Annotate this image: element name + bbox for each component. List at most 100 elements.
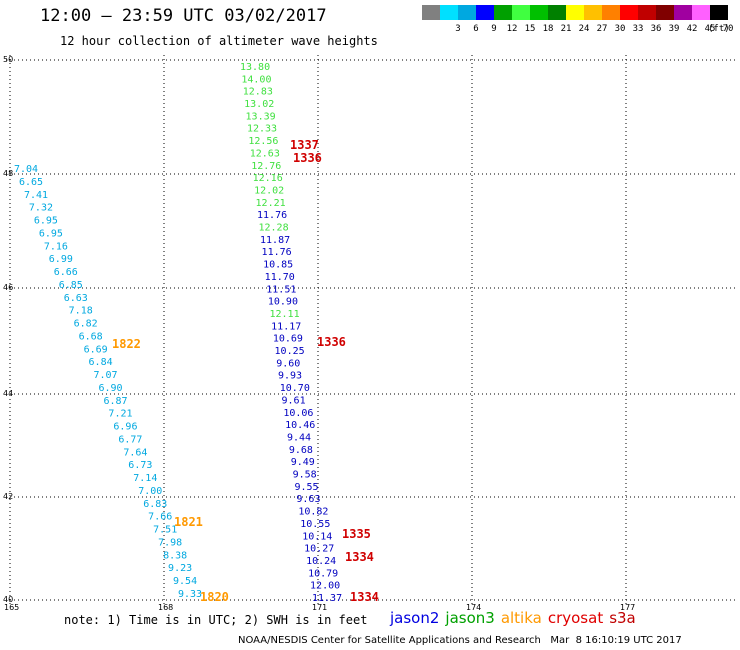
wave-height-value: 9.55 [294, 482, 318, 493]
wave-height-value: 7.14 [133, 473, 157, 484]
wave-height-value: 11.76 [257, 210, 287, 221]
wave-height-value: 7.32 [29, 203, 53, 214]
footer-note: note: 1) Time is in UTC; 2) SWH is in fe… [64, 613, 368, 627]
lon-tick-label: 165 [4, 603, 19, 612]
legend-swatch [710, 5, 728, 20]
legend-swatch [530, 5, 548, 20]
wave-height-value: 12.76 [251, 161, 281, 172]
pass-number-label: 1337 [290, 138, 319, 152]
wave-height-value: 6.69 [84, 344, 108, 355]
legend-label: 36 [650, 24, 662, 34]
wave-height-value: 10.14 [302, 531, 332, 542]
wave-height-value: 6.83 [143, 499, 167, 510]
satellite-name: s3a [609, 609, 636, 627]
wave-height-value: 12.28 [259, 223, 289, 234]
wave-height-value: 7.51 [153, 525, 177, 536]
legend-label: 12 [506, 24, 518, 34]
lat-tick-label: 46 [3, 283, 13, 292]
wave-height-value: 9.60 [276, 358, 300, 369]
legend-swatch [692, 5, 710, 20]
wave-height-value: 11.87 [260, 235, 290, 246]
chart-subtitle: 12 hour collection of altimeter wave hei… [60, 34, 378, 48]
legend-label: 21 [560, 24, 572, 34]
legend-swatch [674, 5, 692, 20]
legend-label: 6 [473, 24, 479, 34]
wave-height-value: 7.04 [14, 164, 38, 175]
wave-height-value: 6.73 [128, 460, 152, 471]
wave-height-value: 10.70 [280, 383, 310, 394]
wave-height-value: 10.85 [263, 260, 293, 271]
satellite-name: cryosat [547, 609, 604, 627]
chart-title: 12:00 — 23:59 UTC 03/02/2017 [40, 6, 327, 26]
legend-swatch [512, 5, 530, 20]
pass-number-label: 1334 [345, 550, 374, 564]
wave-height-value: 11.37 [312, 593, 342, 604]
pass-number-label: 1820 [200, 590, 229, 604]
lon-tick-label: 171 [312, 603, 327, 612]
wave-height-value: 12.21 [256, 198, 286, 209]
pass-number-label: 1336 [293, 151, 322, 165]
wave-height-value: 7.16 [44, 241, 68, 252]
wave-height-value: 6.63 [64, 293, 88, 304]
wave-height-value: 10.69 [273, 334, 303, 345]
wave-height-value: 10.46 [285, 420, 315, 431]
wave-height-value: 6.84 [89, 357, 113, 368]
wave-height-value: 13.02 [244, 99, 274, 110]
wave-height-value: 12.33 [247, 124, 277, 135]
satellite-legend: jason2 jason3 altika cryosat s3a [390, 609, 642, 627]
wave-height-value: 6.87 [103, 396, 127, 407]
wave-height-value: 10.90 [268, 297, 298, 308]
wave-height-value: 9.33 [178, 589, 202, 600]
wave-height-value: 7.98 [158, 537, 182, 548]
legend-swatch [476, 5, 494, 20]
wave-height-value: 12.11 [270, 309, 300, 320]
wave-height-value: 9.93 [278, 371, 302, 382]
wave-height-value: 9.68 [289, 445, 313, 456]
wave-height-value: 12.16 [253, 173, 283, 184]
pass-number-label: 1822 [112, 337, 141, 351]
legend-swatch [422, 5, 440, 20]
wave-height-value: 6.77 [118, 434, 142, 445]
wave-height-value: 10.24 [306, 556, 336, 567]
wave-height-value: 9.58 [293, 470, 317, 481]
legend-swatch [566, 5, 584, 20]
legend-swatch [440, 5, 458, 20]
legend-label: 15 [524, 24, 536, 34]
legend-label: 70 [722, 24, 734, 34]
wave-height-value: 11.51 [266, 284, 296, 295]
legend-label: 45 [704, 24, 716, 34]
legend-swatch [548, 5, 566, 20]
lat-tick-label: 40 [3, 595, 13, 604]
legend-label: 24 [578, 24, 590, 34]
wave-height-value: 12.63 [250, 148, 280, 159]
wave-height-value: 10.25 [275, 346, 305, 357]
wave-height-value: 6.96 [113, 422, 137, 433]
wave-height-value: 8.38 [163, 550, 187, 561]
wave-height-value: 6.66 [54, 267, 78, 278]
legend-swatch [602, 5, 620, 20]
lat-tick-label: 44 [3, 389, 13, 398]
wave-height-value: 11.70 [265, 272, 295, 283]
wave-height-value: 12.00 [310, 581, 340, 592]
wave-height-value: 12.02 [254, 185, 284, 196]
pass-number-label: 1336 [317, 335, 346, 349]
wave-height-value: 14.00 [241, 74, 271, 85]
wave-height-value: 9.44 [287, 432, 311, 443]
lon-tick-label: 174 [466, 603, 481, 612]
wave-height-value: 7.00 [138, 486, 162, 497]
wave-height-value: 6.68 [79, 331, 103, 342]
wave-height-value: 9.54 [173, 576, 197, 587]
legend-label: 18 [542, 24, 554, 34]
lon-tick-label: 168 [158, 603, 173, 612]
wave-height-value: 7.18 [69, 306, 93, 317]
wave-height-value: 9.61 [282, 395, 306, 406]
wave-height-value: 13.80 [240, 62, 270, 73]
wave-height-value: 7.21 [108, 409, 132, 420]
wave-height-value: 10.55 [300, 519, 330, 530]
wave-height-value: 9.63 [296, 494, 320, 505]
wave-height-value: 7.41 [24, 190, 48, 201]
legend-label: 30 [614, 24, 626, 34]
axis-ticks: 165 168 171 174 177 40 42 44 46 48 50 [3, 55, 635, 612]
legend-label: 27 [596, 24, 608, 34]
